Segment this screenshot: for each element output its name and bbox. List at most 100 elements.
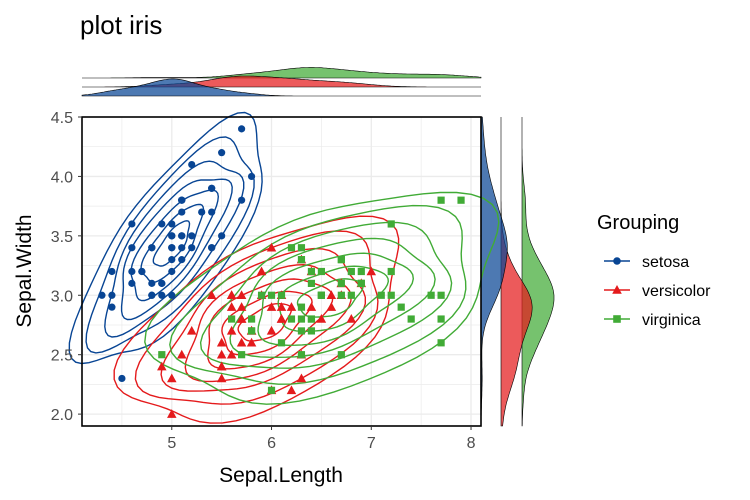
chart-title: plot iris [80,10,162,40]
point-versicolor [286,302,297,311]
point-setosa [218,149,226,157]
marginal-x-setosa [81,78,481,97]
y-tick-label: 4.5 [51,110,73,127]
point-setosa [198,208,206,216]
contour-setosa [104,160,245,338]
plot-panel [68,111,500,427]
point-virginica [267,291,276,299]
point-virginica [437,339,445,347]
point-virginica [228,315,236,323]
legend-label-versicolor: versicolor [642,283,711,300]
x-tick-label: 6 [267,435,276,452]
point-versicolor [167,409,177,418]
point-setosa [128,267,136,276]
point-versicolor [326,302,337,311]
point-virginica [337,291,345,299]
point-setosa [148,244,156,252]
data-points [98,125,465,418]
point-setosa [108,291,116,299]
point-virginica [277,339,286,347]
point-versicolor [236,290,247,300]
point-versicolor [236,302,247,311]
x-axis-title: Sepal.Length [219,464,343,487]
point-setosa [178,244,186,252]
point-versicolor [226,325,237,335]
point-setosa [168,232,176,240]
point-setosa [238,196,246,204]
point-versicolor [236,314,247,323]
point-virginica [377,291,385,299]
point-setosa [118,374,126,383]
point-versicolor [286,385,297,395]
point-setosa [178,232,186,240]
point-setosa [238,125,246,133]
point-virginica [307,279,316,287]
point-versicolor [226,349,237,359]
marginal-y-virginica [521,117,555,427]
y-axis-title: Sepal.Width [13,214,36,327]
point-setosa [168,256,176,264]
point-setosa [208,184,216,192]
point-setosa [208,208,216,216]
point-setosa [178,196,186,204]
point-virginica [238,351,246,359]
y-tick-label: 3.0 [51,288,73,305]
point-versicolor [306,302,317,311]
point-virginica [158,351,166,359]
point-versicolor [226,302,237,311]
point-virginica [387,291,395,299]
point-setosa [188,160,196,169]
point-virginica [317,267,325,276]
point-setosa [158,279,166,287]
point-virginica [297,327,306,335]
legend-key-marker [612,285,622,294]
point-virginica [387,267,395,276]
point-setosa [148,279,156,287]
marginal-y-versicolor [500,117,533,427]
contour-versicolor [237,303,293,342]
point-versicolor [157,361,167,371]
point-virginica [437,315,445,323]
contour-setosa [120,178,233,321]
point-virginica [297,244,306,252]
legend-key-marker [613,315,621,323]
point-virginica [457,196,465,204]
point-versicolor [167,373,177,383]
point-virginica [357,267,365,276]
point-virginica [407,315,415,323]
point-versicolor [216,349,227,359]
point-versicolor [276,314,287,323]
y-tick-label: 3.5 [51,229,73,246]
point-virginica [347,267,355,276]
contour-setosa [130,189,220,302]
point-versicolor [206,290,217,300]
point-setosa [208,244,216,252]
point-virginica [397,303,405,311]
marginal-x-virginica [82,67,482,79]
point-setosa [128,244,136,252]
contour-virginica [144,191,500,405]
y-tick-label: 2.5 [51,348,73,365]
point-versicolor [226,290,237,300]
point-setosa [168,267,176,276]
point-setosa [128,279,136,287]
x-axis: 5 6 7 8 [167,426,476,452]
point-virginica [287,315,296,323]
point-versicolor [276,302,287,311]
y-tick-label: 2.0 [51,407,73,424]
point-virginica [427,291,435,299]
point-setosa [108,303,116,311]
point-setosa [178,256,186,264]
point-virginica [387,220,395,228]
legend-title: Grouping [597,212,679,234]
point-virginica [347,291,355,299]
contour-versicolor [184,263,352,383]
point-virginica [297,315,306,323]
contour-virginica [199,221,453,369]
point-virginica [307,267,316,276]
point-setosa [168,244,176,252]
legend: Grouping setosa versicolor virginica [597,212,711,329]
point-setosa [178,208,186,216]
point-virginica [337,256,345,264]
point-virginica [297,351,306,359]
